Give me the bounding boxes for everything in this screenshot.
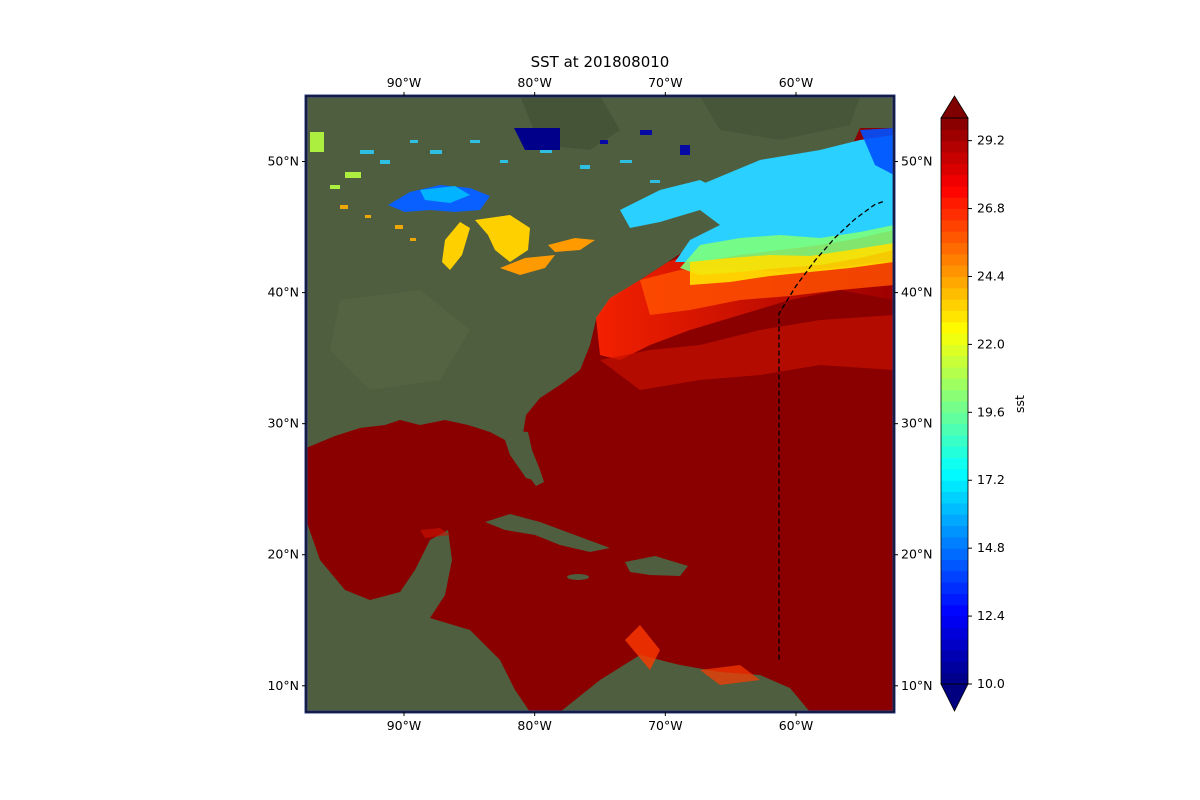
longitude-ticks: 90°W 90°W 80°W 80°W 70°W 70°W 60°W 60°W <box>387 75 814 733</box>
land-cuba <box>485 514 610 552</box>
lon-label-bottom: 80°W <box>517 718 552 733</box>
lake-erie <box>500 255 555 275</box>
lon-label-top: 80°W <box>517 75 552 90</box>
lat-label-left: 40°N <box>267 285 299 300</box>
lat-label-left: 20°N <box>267 547 299 562</box>
map-title: SST at 201808010 <box>530 53 670 71</box>
lat-label-right: 50°N <box>901 154 933 169</box>
land-florida <box>505 430 544 486</box>
latitude-ticks: 50°N 50°N 40°N 40°N 30°N 30°N 20°N 20°N 10°N 10°N <box>267 154 932 693</box>
lake-michigan <box>442 222 470 270</box>
cool-water-north <box>675 135 894 262</box>
lat-label-left: 30°N <box>267 416 299 431</box>
lake-huron <box>475 215 530 262</box>
lon-label-bottom: 70°W <box>648 718 683 733</box>
land-south-america <box>560 655 810 712</box>
lon-label-top: 70°W <box>648 75 683 90</box>
lat-label-right: 30°N <box>901 416 933 431</box>
lat-label-right: 10°N <box>901 678 933 693</box>
land-jamaica <box>567 574 589 580</box>
lake-ontario <box>548 238 595 252</box>
land-central-america <box>306 520 530 712</box>
lon-label-top: 60°W <box>779 75 814 90</box>
lon-label-top: 90°W <box>387 75 422 90</box>
lat-label-right: 40°N <box>901 285 933 300</box>
storm-track-line <box>778 200 886 660</box>
lat-label-left: 10°N <box>267 678 299 693</box>
lat-label-right: 20°N <box>901 547 933 562</box>
lon-label-bottom: 90°W <box>387 718 422 733</box>
lon-label-bottom: 60°W <box>779 718 814 733</box>
land-hispaniola <box>625 556 688 576</box>
lat-label-left: 50°N <box>267 154 299 169</box>
